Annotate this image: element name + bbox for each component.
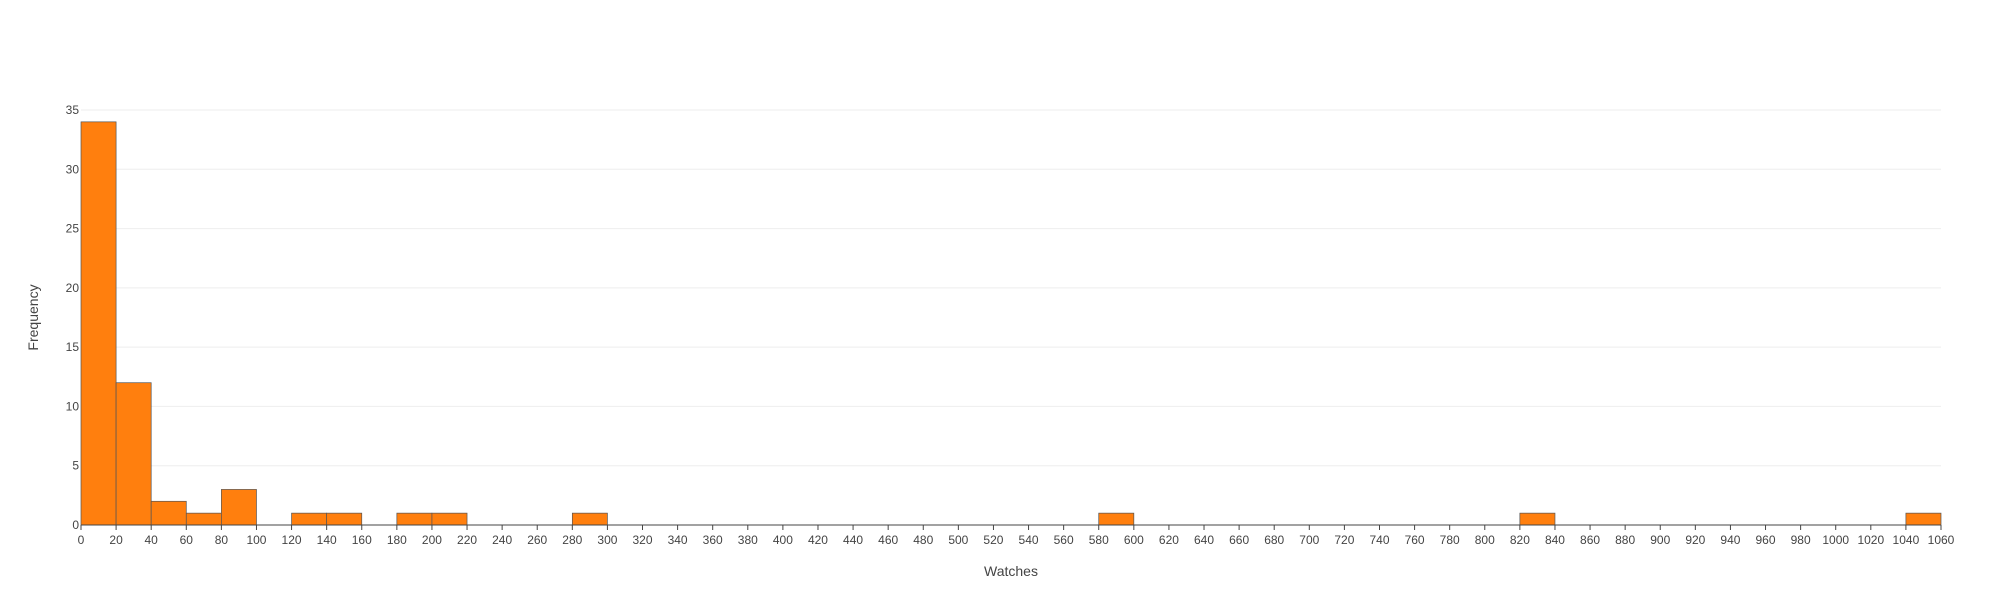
x-tick-label: 460 <box>878 533 898 547</box>
x-tick-label: 760 <box>1405 533 1425 547</box>
histogram-bar <box>396 512 433 526</box>
x-tick-label: 0 <box>78 533 85 547</box>
x-tick-label: 40 <box>145 533 159 547</box>
x-tick-label: 780 <box>1440 533 1460 547</box>
y-tick-label: 25 <box>66 222 80 236</box>
histogram-bar <box>1098 512 1135 526</box>
histogram-bar <box>326 512 363 526</box>
histogram-bar <box>1519 512 1556 526</box>
histogram-bar <box>185 512 222 526</box>
x-tick-label: 920 <box>1685 533 1705 547</box>
x-tick-label: 120 <box>282 533 302 547</box>
y-tick-label: 15 <box>66 340 80 354</box>
y-tick-label: 20 <box>66 281 80 295</box>
x-tick-label: 740 <box>1369 533 1389 547</box>
x-tick-label: 400 <box>773 533 793 547</box>
histogram-bar <box>1905 512 1942 526</box>
x-tick-label: 440 <box>843 533 863 547</box>
x-tick-label: 940 <box>1720 533 1740 547</box>
x-tick-label: 140 <box>317 533 337 547</box>
x-tick-label: 660 <box>1229 533 1249 547</box>
x-tick-label: 520 <box>983 533 1003 547</box>
x-tick-label: 220 <box>457 533 477 547</box>
x-tick-label: 560 <box>1054 533 1074 547</box>
x-tick-label: 300 <box>597 533 617 547</box>
y-tick-label: 30 <box>66 162 80 176</box>
histogram-bar <box>291 512 328 526</box>
x-tick-label: 1040 <box>1893 533 1920 547</box>
x-tick-label: 640 <box>1194 533 1214 547</box>
x-tick-label: 100 <box>246 533 266 547</box>
x-tick-label: 1000 <box>1822 533 1849 547</box>
x-tick-label: 1060 <box>1928 533 1955 547</box>
x-tick-label: 60 <box>180 533 194 547</box>
x-tick-label: 200 <box>422 533 442 547</box>
y-tick-label: 35 <box>66 103 80 117</box>
x-tick-label: 380 <box>738 533 758 547</box>
x-tick-label: 160 <box>352 533 372 547</box>
x-tick-label: 680 <box>1264 533 1284 547</box>
x-tick-label: 280 <box>562 533 582 547</box>
x-tick-label: 820 <box>1510 533 1530 547</box>
x-tick-label: 540 <box>1019 533 1039 547</box>
x-tick-label: 20 <box>109 533 123 547</box>
x-tick-label: 320 <box>632 533 652 547</box>
y-tick-label: 10 <box>66 399 80 413</box>
x-tick-label: 900 <box>1650 533 1670 547</box>
x-tick-label: 800 <box>1475 533 1495 547</box>
histogram-bar <box>221 489 257 526</box>
x-tick-label: 500 <box>948 533 968 547</box>
x-tick-label: 620 <box>1159 533 1179 547</box>
x-tick-label: 600 <box>1124 533 1144 547</box>
histogram-bar <box>80 121 117 526</box>
x-axis-title: Watches <box>984 563 1038 579</box>
x-tick-label: 960 <box>1756 533 1776 547</box>
x-tick-label: 1020 <box>1857 533 1884 547</box>
x-tick-label: 580 <box>1089 533 1109 547</box>
y-tick-label: 0 <box>72 518 79 532</box>
histogram-bar <box>115 382 152 526</box>
x-tick-label: 720 <box>1334 533 1354 547</box>
histogram-bar <box>150 500 187 526</box>
bars <box>80 121 1942 526</box>
x-tick-label: 80 <box>215 533 229 547</box>
x-tick-label: 240 <box>492 533 512 547</box>
x-tick-label: 980 <box>1791 533 1811 547</box>
x-tick-label: 480 <box>913 533 933 547</box>
axes: 0 5 10 15 20 25 30 35 0 20 40 60 80 100 120 140 160 180 20… <box>66 103 1955 547</box>
x-tick-label: 840 <box>1545 533 1565 547</box>
histogram-bar <box>431 512 468 526</box>
x-tick-label: 360 <box>703 533 723 547</box>
y-axis-title: Frequency <box>25 284 41 350</box>
x-tick-label: 420 <box>808 533 828 547</box>
y-tick-label: 5 <box>72 459 79 473</box>
x-tick-label: 880 <box>1615 533 1635 547</box>
histogram-bar <box>571 512 608 526</box>
x-tick-label: 340 <box>668 533 688 547</box>
x-tick-label: 860 <box>1580 533 1600 547</box>
x-tick-label: 260 <box>527 533 547 547</box>
x-tick-label: 180 <box>387 533 407 547</box>
gridlines <box>81 109 1941 467</box>
x-tick-label: 700 <box>1299 533 1319 547</box>
